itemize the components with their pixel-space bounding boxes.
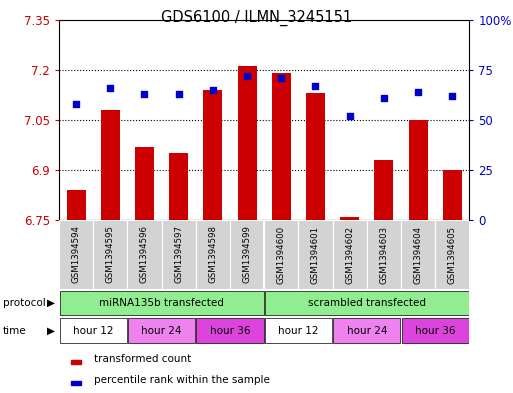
- Text: transformed count: transformed count: [94, 354, 191, 364]
- Point: [311, 83, 320, 89]
- FancyBboxPatch shape: [299, 220, 332, 289]
- FancyBboxPatch shape: [402, 318, 469, 343]
- Bar: [71, 381, 82, 384]
- FancyBboxPatch shape: [265, 318, 332, 343]
- Point: [141, 91, 149, 97]
- Text: GSM1394601: GSM1394601: [311, 226, 320, 283]
- Point: [72, 101, 80, 107]
- Point: [209, 87, 217, 93]
- Text: GSM1394603: GSM1394603: [380, 226, 388, 283]
- Point: [243, 73, 251, 79]
- Text: ▶: ▶: [47, 325, 55, 336]
- Text: GSM1394602: GSM1394602: [345, 226, 354, 283]
- FancyBboxPatch shape: [59, 220, 93, 289]
- Text: hour 36: hour 36: [210, 325, 250, 336]
- Text: scrambled transfected: scrambled transfected: [308, 298, 426, 308]
- Text: percentile rank within the sample: percentile rank within the sample: [94, 375, 270, 385]
- Bar: [71, 360, 82, 364]
- FancyBboxPatch shape: [128, 318, 195, 343]
- Text: GSM1394600: GSM1394600: [277, 226, 286, 283]
- Bar: [67, 190, 86, 220]
- Bar: [374, 160, 393, 220]
- Point: [448, 93, 457, 99]
- Bar: [272, 73, 291, 220]
- Text: GSM1394604: GSM1394604: [413, 226, 423, 283]
- FancyBboxPatch shape: [333, 318, 400, 343]
- Point: [414, 89, 422, 95]
- Point: [346, 113, 354, 119]
- Bar: [340, 217, 359, 220]
- Text: ▶: ▶: [47, 298, 55, 308]
- Text: hour 36: hour 36: [415, 325, 456, 336]
- Point: [106, 84, 114, 91]
- FancyBboxPatch shape: [265, 291, 469, 315]
- Point: [174, 91, 183, 97]
- Point: [277, 75, 285, 81]
- Bar: [101, 110, 120, 220]
- Bar: [306, 93, 325, 220]
- Bar: [169, 153, 188, 220]
- FancyBboxPatch shape: [60, 318, 127, 343]
- FancyBboxPatch shape: [230, 220, 264, 289]
- Bar: [443, 170, 462, 220]
- Text: miRNA135b transfected: miRNA135b transfected: [99, 298, 224, 308]
- Bar: [135, 147, 154, 220]
- Text: GSM1394599: GSM1394599: [243, 226, 251, 283]
- FancyBboxPatch shape: [435, 220, 469, 289]
- Text: GSM1394595: GSM1394595: [106, 226, 115, 283]
- Text: GSM1394596: GSM1394596: [140, 226, 149, 283]
- Text: GSM1394598: GSM1394598: [208, 226, 218, 283]
- Bar: [409, 120, 427, 220]
- FancyBboxPatch shape: [196, 318, 264, 343]
- FancyBboxPatch shape: [162, 220, 196, 289]
- Text: GSM1394594: GSM1394594: [72, 226, 81, 283]
- Bar: [204, 90, 222, 220]
- Text: GSM1394597: GSM1394597: [174, 226, 183, 283]
- Text: hour 24: hour 24: [142, 325, 182, 336]
- FancyBboxPatch shape: [332, 220, 367, 289]
- FancyBboxPatch shape: [196, 220, 230, 289]
- FancyBboxPatch shape: [264, 220, 299, 289]
- Text: protocol: protocol: [3, 298, 45, 308]
- Text: time: time: [3, 325, 26, 336]
- FancyBboxPatch shape: [60, 291, 264, 315]
- FancyBboxPatch shape: [93, 220, 127, 289]
- Point: [380, 95, 388, 101]
- Text: GDS6100 / ILMN_3245151: GDS6100 / ILMN_3245151: [161, 10, 352, 26]
- FancyBboxPatch shape: [367, 220, 401, 289]
- Text: hour 12: hour 12: [278, 325, 319, 336]
- Text: GSM1394605: GSM1394605: [448, 226, 457, 283]
- FancyBboxPatch shape: [401, 220, 435, 289]
- FancyBboxPatch shape: [127, 220, 162, 289]
- Text: hour 24: hour 24: [347, 325, 387, 336]
- Bar: [238, 66, 256, 220]
- Text: hour 12: hour 12: [73, 325, 113, 336]
